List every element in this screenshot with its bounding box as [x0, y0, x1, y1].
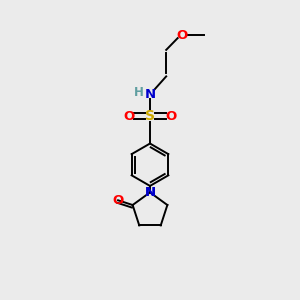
Text: N: N: [144, 186, 156, 199]
Text: O: O: [123, 110, 134, 123]
Text: O: O: [166, 110, 177, 123]
Text: O: O: [112, 194, 124, 207]
Text: H: H: [134, 86, 144, 99]
Text: O: O: [177, 29, 188, 42]
Text: S: S: [145, 109, 155, 123]
Text: N: N: [144, 186, 156, 199]
Text: N: N: [144, 88, 156, 100]
